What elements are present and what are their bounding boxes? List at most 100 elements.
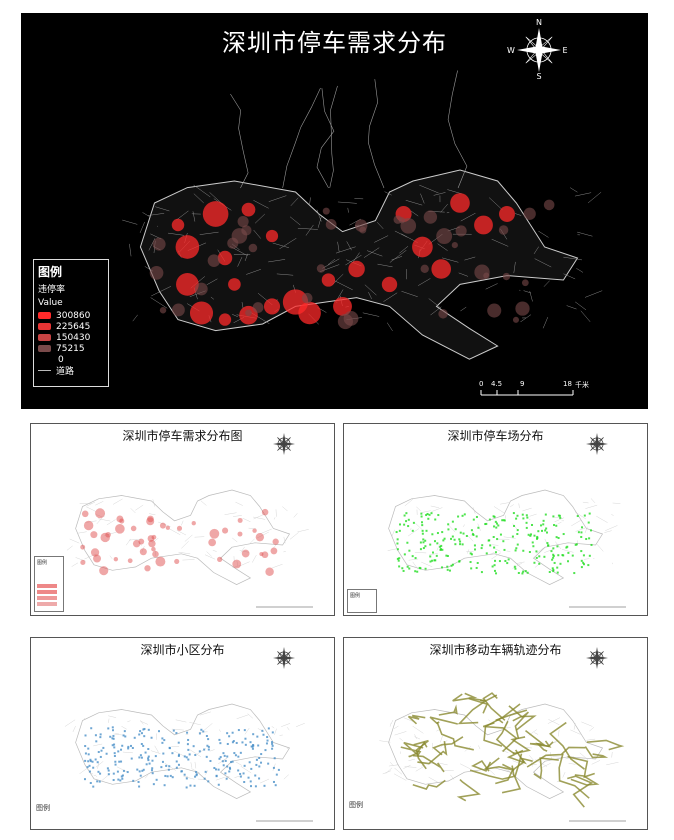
road-line (543, 280, 550, 287)
parking-lot-point (522, 549, 525, 552)
residential-point (231, 760, 234, 763)
demand-hotspot (217, 250, 233, 266)
main-map-panel: 深圳市停车需求分布 N S E W 图例 违停率 Value 300860 22564… (21, 13, 648, 409)
parking-lot-point (585, 538, 588, 541)
legend-class-row: 150430 (38, 332, 104, 343)
parking-lot-point (494, 520, 497, 523)
residential-point (111, 744, 114, 747)
demand-hotspot (487, 303, 502, 318)
road-line (199, 711, 212, 716)
parking-lot-point (440, 544, 443, 547)
road-line (86, 501, 96, 507)
road-line (570, 729, 581, 735)
parking-lot-point (395, 531, 398, 534)
residential-point (188, 753, 191, 756)
road-line (281, 723, 291, 727)
parking-lot-point (407, 525, 410, 528)
demand-point (130, 525, 137, 532)
road-line (467, 535, 474, 542)
residential-point (113, 743, 116, 746)
road-line (109, 555, 113, 559)
parking-lot-point (552, 553, 555, 556)
residential-point (243, 729, 246, 732)
parking-lot-point (580, 566, 583, 569)
residential-point (195, 773, 198, 776)
residential-point (219, 756, 222, 759)
residential-point (247, 776, 250, 779)
parking-lot-point (397, 559, 400, 562)
parking-lot-point (552, 570, 555, 573)
road-line (363, 247, 380, 258)
parking-lot-point (542, 519, 545, 522)
road-line (93, 743, 103, 747)
demand-map-panel: 深圳市停车需求分布图 图例 (30, 423, 335, 616)
residential-point (83, 778, 86, 781)
road-line (542, 763, 551, 768)
parking-lot-point (424, 545, 427, 548)
road-line (171, 728, 184, 731)
residential-point (121, 744, 124, 747)
parking-lot-point (431, 559, 434, 562)
road-line (523, 290, 532, 294)
residential-point (92, 766, 95, 769)
vehicle-trajectory-map-panel: 深圳市移动车辆轨迹分布 图例 (343, 637, 648, 830)
demand-hotspot (171, 218, 185, 232)
parking-lot-point (533, 534, 536, 537)
road-line (240, 766, 252, 774)
residential-point (118, 760, 121, 763)
trajectory-line (506, 749, 533, 765)
residential-point (144, 751, 147, 754)
demand-point (255, 532, 265, 542)
road-line (204, 723, 213, 731)
road-line (387, 548, 398, 551)
parking-lot-point (535, 537, 538, 540)
road-line (493, 506, 505, 514)
road-line (152, 499, 156, 507)
road-line (232, 314, 238, 317)
legend-road-row: 道路 (38, 365, 104, 377)
road-line (305, 224, 314, 236)
road-line (79, 767, 88, 774)
parking-lot-point (412, 521, 415, 524)
road-line (317, 215, 322, 228)
parking-lot-point (575, 543, 578, 546)
road-line (95, 761, 104, 768)
residential-point (89, 781, 92, 784)
parking-lot-point (493, 564, 496, 567)
parking-lot-point (403, 514, 406, 517)
road-line (394, 230, 408, 238)
demand-point (252, 528, 257, 533)
road-line (142, 212, 151, 218)
road-line (419, 184, 439, 194)
parking-lot-point (557, 514, 560, 517)
residential-point (147, 759, 150, 762)
parking-lot-map-panel: 深圳市停车场分布 图例 (343, 423, 648, 616)
parking-lot-point (543, 555, 546, 558)
road-line (582, 501, 589, 504)
parking-lot-point (396, 542, 399, 545)
demand-hotspot (237, 215, 249, 228)
road-line (581, 721, 593, 727)
road-line (585, 504, 598, 509)
residential-point (161, 737, 164, 740)
demand-hotspot (207, 254, 221, 267)
parking-lot-point (424, 567, 427, 570)
parking-lot-point (459, 540, 462, 543)
parking-lot-point (514, 567, 517, 570)
scale-tick-label: 9 (520, 380, 525, 388)
parking-lot-point (435, 554, 438, 557)
parking-lot-point (396, 538, 399, 541)
road-line (176, 530, 187, 536)
parking-lot-point (414, 570, 417, 573)
road-line (253, 514, 264, 520)
road-line (574, 511, 587, 520)
residential-point (88, 764, 91, 767)
parking-lot-point (431, 533, 434, 536)
road-line (364, 284, 377, 296)
demand-point (261, 551, 269, 559)
road-line (563, 256, 583, 261)
parking-lot-point (446, 555, 449, 558)
city-boundary (75, 489, 291, 585)
parking-lot-point (506, 562, 509, 565)
road-line (385, 767, 393, 774)
